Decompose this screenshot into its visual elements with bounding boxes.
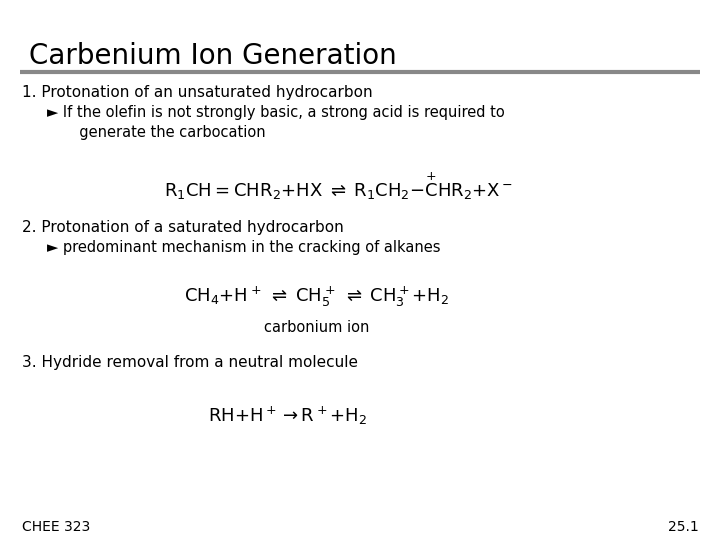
Text: carbonium ion: carbonium ion [264, 320, 369, 335]
Text: $\mathrm{CH_4{+}H^+}$$\;\rightleftharpoons\;$$\mathrm{CH_5^+}$$\;\rightleftharpo: $\mathrm{CH_4{+}H^+}$$\;\rightleftharpoo… [184, 285, 449, 309]
Text: 25.1: 25.1 [667, 520, 698, 534]
Text: ► If the olefin is not strongly basic, a strong acid is required to
       gener: ► If the olefin is not strongly basic, a… [47, 105, 505, 140]
Text: $\mathrm{R_1CH{=}CHR_2{+}HX}$$\;\rightleftharpoons\;$$\mathrm{R_1CH_2{-}\overset: $\mathrm{R_1CH{=}CHR_2{+}HX}$$\;\rightle… [164, 170, 513, 201]
Text: Carbenium Ion Generation: Carbenium Ion Generation [29, 42, 397, 70]
Text: 3. Hydride removal from a neutral molecule: 3. Hydride removal from a neutral molecu… [22, 355, 358, 370]
Text: 2. Protonation of a saturated hydrocarbon: 2. Protonation of a saturated hydrocarbo… [22, 220, 343, 235]
Text: 1. Protonation of an unsaturated hydrocarbon: 1. Protonation of an unsaturated hydroca… [22, 85, 372, 100]
Text: $\mathrm{RH{+}H^+\rightarrow R^+{+}H_2}$: $\mathrm{RH{+}H^+\rightarrow R^+{+}H_2}$ [209, 405, 367, 427]
Text: ► predominant mechanism in the cracking of alkanes: ► predominant mechanism in the cracking … [47, 240, 441, 255]
Text: CHEE 323: CHEE 323 [22, 520, 90, 534]
